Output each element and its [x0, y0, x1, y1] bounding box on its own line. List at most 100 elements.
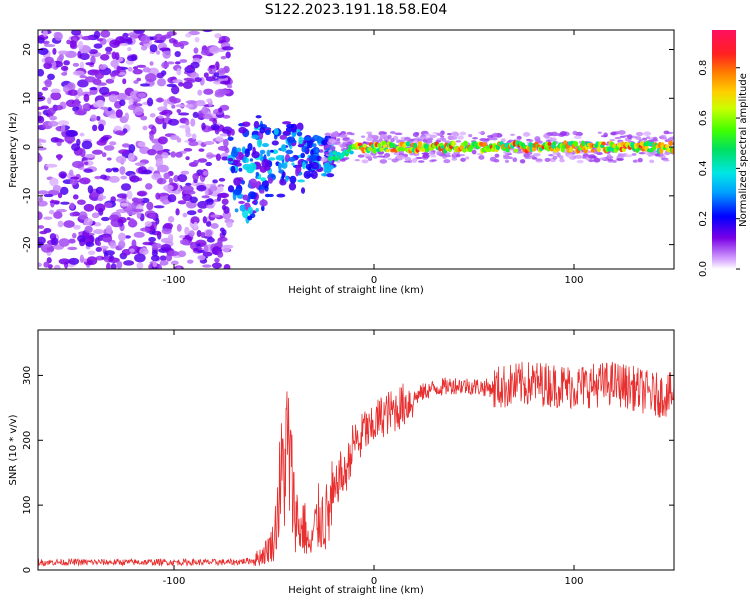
line-halo: [342, 141, 348, 144]
noise-blob: [162, 200, 169, 205]
line-halo: [510, 133, 515, 137]
transition-blob: [279, 134, 288, 140]
noise-blob: [184, 120, 190, 126]
line-halo: [588, 159, 595, 163]
noise-blob: [176, 109, 182, 114]
noise-blob: [157, 115, 164, 119]
noise-blob: [162, 34, 172, 39]
signal-cell: [372, 147, 377, 154]
noise-blob: [206, 198, 214, 205]
noise-blob: [201, 106, 209, 115]
noise-blob: [79, 177, 91, 185]
noise-blob: [67, 246, 78, 251]
line-halo: [621, 153, 628, 156]
signal-cell: [487, 148, 492, 153]
snr-xlabel: Height of straight line (km): [288, 585, 424, 596]
line-halo: [599, 157, 606, 160]
noise-blob: [214, 257, 220, 263]
noise-blob: [77, 235, 86, 243]
noise-blob: [38, 36, 45, 44]
noise-blob: [38, 236, 46, 245]
noise-blob: [151, 242, 162, 249]
noise-blob: [44, 78, 52, 88]
noise-blob: [122, 78, 127, 85]
noise-blob: [73, 224, 81, 230]
noise-blob: [97, 197, 104, 202]
noise-blob: [185, 132, 192, 138]
line-halo: [409, 152, 417, 155]
noise-blob: [78, 211, 88, 220]
transition-blob: [255, 115, 262, 119]
noise-blob: [126, 55, 137, 62]
noise-blob: [177, 200, 187, 205]
noise-blob: [126, 190, 133, 200]
noise-blob: [106, 262, 111, 269]
noise-blob: [61, 72, 68, 76]
noise-blob: [119, 43, 129, 47]
line-halo: [336, 143, 343, 146]
noise-blob: [79, 75, 87, 79]
line-halo: [471, 149, 477, 155]
noise-blob: [66, 39, 71, 45]
noise-blob: [79, 132, 85, 137]
noise-blob: [50, 88, 61, 94]
line-halo: [451, 132, 460, 137]
noise-blob: [57, 192, 63, 199]
noise-blob: [38, 47, 49, 56]
line-halo: [363, 152, 368, 157]
colorbar-gradient: [712, 30, 736, 269]
noise-blob: [140, 227, 151, 232]
transition-blob: [232, 159, 241, 163]
noise-blob: [140, 45, 148, 51]
noise-blob: [57, 50, 70, 55]
noise-blob: [171, 104, 176, 109]
noise-blob: [179, 59, 188, 63]
noise-blob: [182, 81, 193, 90]
snr-frame: [37, 329, 675, 571]
noise-blob: [89, 87, 98, 91]
signal-cell: [377, 143, 382, 148]
line-halo: [420, 136, 429, 140]
line-halo: [606, 154, 612, 158]
line-halo: [404, 160, 411, 163]
y-tick-label: 20: [22, 43, 33, 56]
noise-blob: [202, 113, 213, 120]
noise-blob: [132, 66, 139, 70]
noise-blob: [203, 244, 209, 253]
y-tick-label: 100: [22, 496, 33, 515]
line-halo: [664, 152, 671, 156]
noise-blob: [169, 134, 180, 140]
noise-blob: [105, 168, 113, 173]
colorbar-tick-label: 0.8: [698, 60, 709, 76]
signal-cell: [421, 148, 426, 152]
noise-blob: [131, 197, 139, 203]
noise-blob: [186, 210, 197, 216]
noise-blob: [151, 249, 158, 257]
noise-blob: [163, 184, 174, 192]
noise-blob: [72, 70, 85, 76]
noise-blob: [38, 147, 47, 151]
noise-blob: [217, 67, 226, 76]
transition-blob: [275, 155, 285, 161]
noise-blob: [190, 61, 200, 69]
noise-blob: [148, 236, 157, 243]
noise-blob: [83, 168, 93, 173]
line-halo: [662, 159, 670, 162]
transition-blob: [326, 173, 335, 178]
noise-blob: [202, 264, 212, 268]
noise-blob: [101, 234, 113, 243]
transition-blob: [227, 185, 235, 193]
noise-blob: [216, 75, 228, 79]
signal-cell: [639, 141, 645, 147]
noise-blob: [186, 79, 196, 83]
transition-blob: [264, 129, 271, 136]
noise-blob: [44, 43, 56, 48]
transition-blob: [236, 147, 242, 153]
noise-blob: [206, 204, 215, 209]
noise-blob: [134, 162, 146, 167]
line-halo: [490, 137, 498, 141]
noise-blob: [49, 177, 59, 187]
transition-blob: [255, 171, 259, 177]
noise-blob: [120, 183, 132, 191]
